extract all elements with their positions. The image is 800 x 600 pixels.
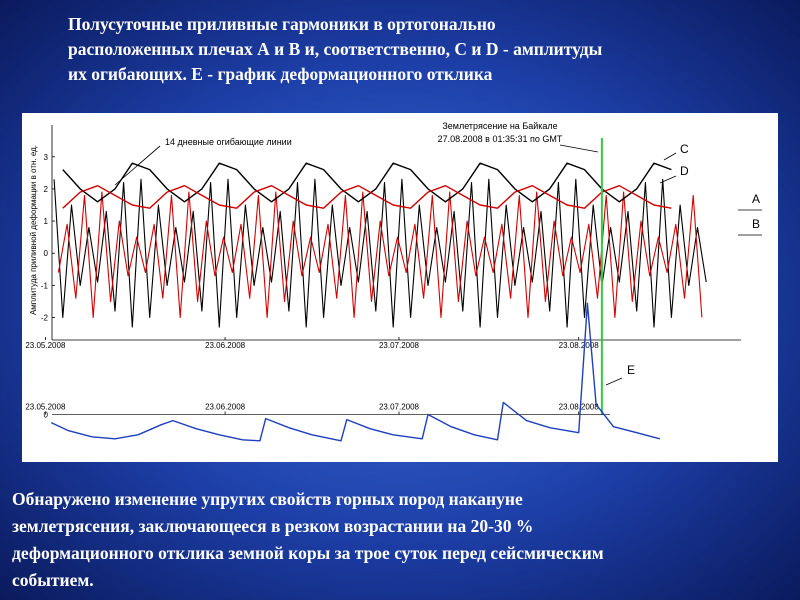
series-line — [62, 185, 672, 209]
y-tick-label: 1 — [44, 217, 49, 226]
series-label-leader — [605, 377, 623, 386]
series-label: B — [752, 217, 760, 231]
annotation: Землетрясение на Байкале — [442, 121, 557, 131]
y-tick-label: 2 — [44, 185, 49, 194]
y-tick-label: 0 — [44, 249, 49, 258]
x-tick-label: 23.07.2008 — [379, 341, 420, 350]
y-tick-label: 3 — [44, 153, 49, 162]
footer-line: деформационного отклика земной коры за т… — [12, 543, 604, 563]
series-line — [53, 178, 707, 328]
annotation: 14 дневные огибающие линии — [165, 137, 292, 147]
footer-line: землетрясения, заключающееся в резком во… — [12, 516, 534, 536]
annotation: 27.08.2008 в 01:35:31 по GMT — [438, 134, 563, 144]
title-line: Полусуточные приливные гармоники в ортог… — [68, 14, 496, 34]
series-label: A — [752, 192, 760, 206]
x-tick-label: 23.08.2008 — [559, 341, 600, 350]
series-label-leader — [659, 175, 677, 184]
slide-title: Полусуточные приливные гармоники в ортог… — [68, 12, 602, 87]
annotation-arrow — [559, 144, 599, 153]
series-label: D — [680, 164, 689, 178]
x-tick-label: 23.08.2008 — [559, 403, 600, 412]
y-tick-label: -1 — [41, 281, 49, 290]
series-line — [62, 162, 672, 203]
title-line: расположенных плечах А и В и, соответств… — [68, 39, 603, 59]
slide-footer: Обнаружено изменение упругих свойств гор… — [12, 486, 604, 594]
y-axis-label: Амплитуда приливной деформации в отн. ед… — [29, 145, 38, 315]
title-line: их огибающих. Е - график деформационного… — [68, 64, 493, 84]
series-label: E — [627, 363, 635, 377]
footer-line: Обнаружено изменение упругих свойств гор… — [12, 489, 523, 509]
x-tick-label: 23.06.2008 — [205, 403, 246, 412]
x-tick-label: 23.05.2008 — [25, 341, 66, 350]
series-label-leader — [663, 152, 677, 161]
x-tick-label: 23.05.2008 — [25, 403, 66, 412]
y-tick-label: -2 — [41, 314, 49, 323]
footer-line: событием. — [12, 570, 94, 590]
series-line — [50, 302, 660, 442]
y-tick-label: 0 — [44, 411, 49, 420]
series-label: C — [680, 142, 689, 156]
x-tick-label: 23.06.2008 — [205, 341, 246, 350]
x-tick-label: 23.07.2008 — [379, 403, 420, 412]
series-line — [57, 191, 703, 319]
